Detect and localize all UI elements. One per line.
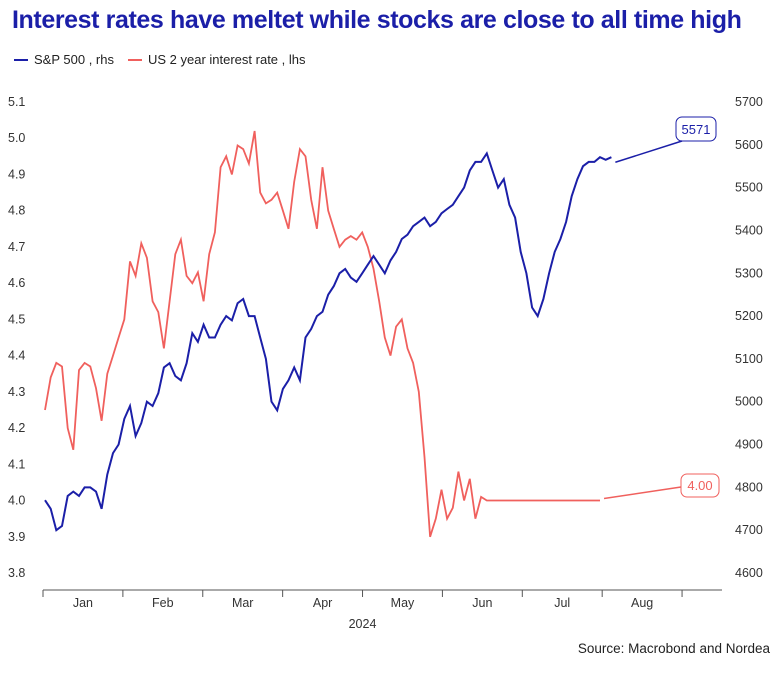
sp500-callout-box: [675, 116, 717, 142]
legend-item-sp500: S&P 500 , rhs: [14, 52, 114, 67]
x-tick-label: Aug: [631, 596, 653, 610]
right-tick-label: 5600: [735, 138, 763, 152]
legend-swatch-rate: [127, 58, 142, 61]
left-tick-label: 4.2: [8, 421, 25, 435]
left-tick-label: 4.0: [8, 494, 25, 508]
x-tick-label: Mar: [232, 596, 254, 610]
rate-callout-label: 4.00: [687, 478, 712, 493]
right-tick-label: 5300: [735, 266, 763, 280]
left-tick-label: 4.9: [8, 167, 25, 181]
left-tick-label: 4.7: [8, 240, 25, 254]
left-tick-label: 4.4: [8, 349, 25, 363]
legend: S&P 500 , rhs US 2 year interest rate , …: [14, 52, 306, 67]
source-note: Source: Macrobond and Nordea: [577, 641, 770, 656]
x-tick-label: May: [391, 596, 415, 610]
legend-label-sp500: S&P 500 , rhs: [34, 52, 114, 67]
rate-callout-box: [680, 473, 720, 498]
left-axis: 5.1 5.0 4.9 4.8 4.7 4.6 4.5 4.4 4.3 4.2 4.1 4.0 3.9 3…: [8, 95, 25, 580]
right-tick-label: 4700: [735, 523, 763, 537]
x-tick-label: Jul: [554, 596, 570, 610]
year-label: 2024: [349, 617, 377, 631]
right-tick-label: 5500: [735, 181, 763, 195]
right-tick-label: 4600: [735, 566, 763, 580]
x-tick-label: Jun: [472, 596, 492, 610]
legend-item-rate: US 2 year interest rate , lhs: [127, 52, 306, 67]
sp500-callout-arrow: [615, 140, 683, 163]
left-tick-label: 4.3: [8, 385, 25, 399]
left-tick-label: 4.8: [8, 204, 25, 218]
right-tick-label: 4900: [735, 438, 763, 452]
right-tick-label: 5100: [735, 352, 763, 366]
rate-end-callout: 4.00: [603, 473, 720, 500]
right-tick-label: 4800: [735, 480, 763, 494]
sp500-callout-label: 5571: [682, 122, 711, 137]
sp500-series-line: [44, 151, 612, 532]
x-tick-label: Apr: [313, 596, 332, 610]
legend-label-rate: US 2 year interest rate , lhs: [147, 52, 306, 67]
left-tick-label: 5.0: [8, 131, 25, 145]
rate-callout-arrow: [603, 486, 682, 500]
left-tick-label: 3.8: [8, 566, 25, 580]
left-tick-label: 5.1: [8, 95, 25, 109]
chart-title: Interest rates have meltet while stocks …: [12, 6, 742, 34]
left-tick-label: 4.6: [8, 276, 25, 290]
right-tick-label: 5400: [735, 223, 763, 237]
rate-series-line: [44, 130, 600, 538]
x-tick-label: Feb: [152, 596, 174, 610]
right-tick-label: 5000: [735, 395, 763, 409]
right-tick-label: 5200: [735, 309, 763, 323]
sp500-end-callout: 5571: [615, 116, 717, 163]
left-tick-label: 3.9: [8, 530, 25, 544]
legend-swatch-sp500: [14, 58, 28, 61]
right-tick-label: 5700: [735, 95, 763, 109]
x-tick-label: Jan: [73, 596, 93, 610]
right-axis: 5700 5600 5500 5400 5300 5200 5100 5000 4900 4800…: [735, 95, 763, 580]
left-tick-label: 4.1: [8, 457, 25, 471]
x-axis: Jan Feb Mar Apr May Jun Jul Aug: [42, 590, 683, 610]
left-tick-label: 4.5: [8, 312, 25, 326]
